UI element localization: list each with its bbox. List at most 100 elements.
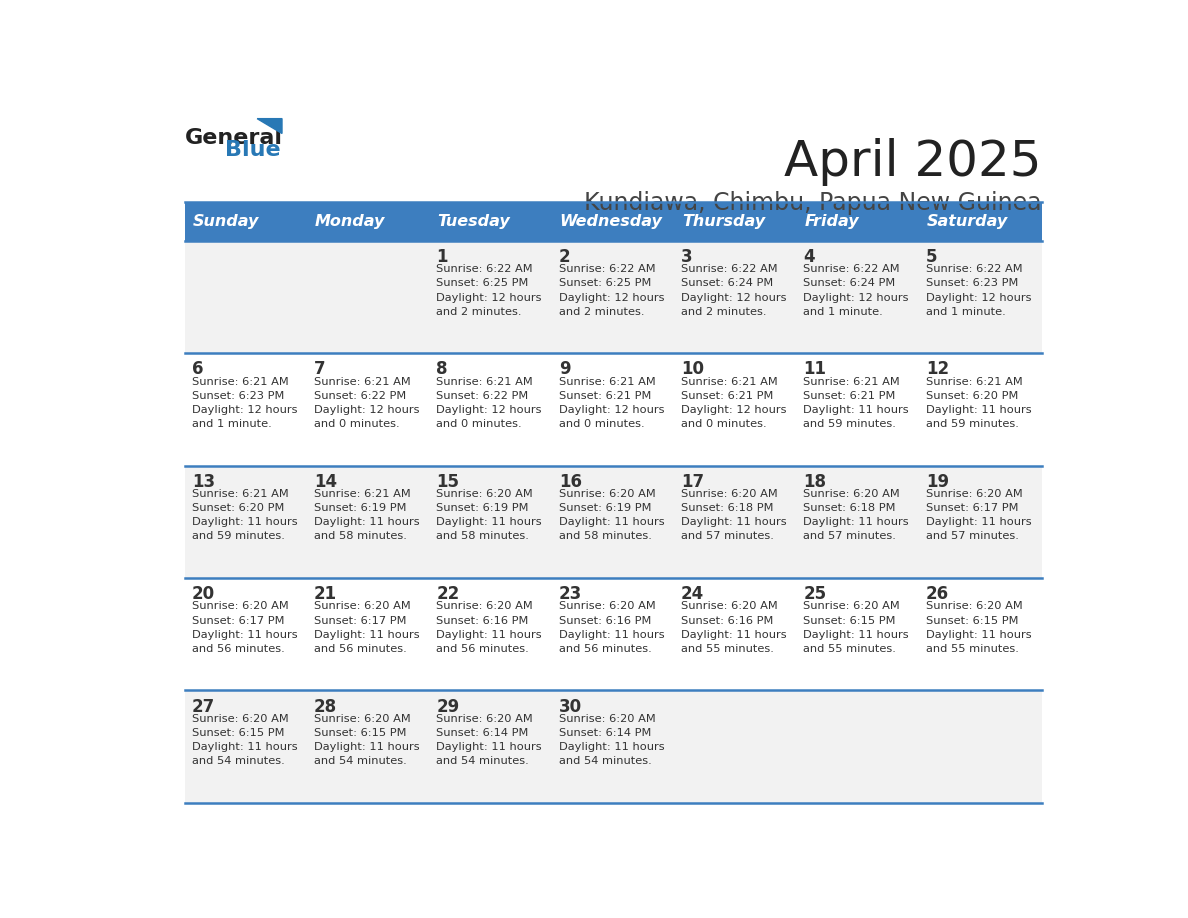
Text: 6: 6 [191,361,203,378]
Bar [185,241,1042,353]
Bar [185,578,1042,690]
Text: 27: 27 [191,698,215,715]
Text: Daylight: 12 hours: Daylight: 12 hours [925,293,1031,303]
Text: Sunset: 6:25 PM: Sunset: 6:25 PM [558,278,651,288]
Text: Sunset: 6:23 PM: Sunset: 6:23 PM [925,278,1018,288]
Bar [552,202,675,241]
Text: Sunset: 6:25 PM: Sunset: 6:25 PM [436,278,529,288]
Text: and 59 minutes.: and 59 minutes. [191,532,285,542]
Text: Daylight: 11 hours: Daylight: 11 hours [314,518,419,527]
Text: Daylight: 11 hours: Daylight: 11 hours [681,518,786,527]
Bar [675,202,797,241]
Text: Daylight: 11 hours: Daylight: 11 hours [436,742,542,752]
Text: and 59 minutes.: and 59 minutes. [925,419,1018,429]
Text: and 54 minutes.: and 54 minutes. [314,756,406,767]
Text: 23: 23 [558,585,582,603]
Text: Sunset: 6:16 PM: Sunset: 6:16 PM [436,616,529,625]
Text: 19: 19 [925,473,949,491]
Text: Sunrise: 6:20 AM: Sunrise: 6:20 AM [558,714,656,723]
Bar [308,202,430,241]
Text: Sunset: 6:16 PM: Sunset: 6:16 PM [681,616,773,625]
Text: Daylight: 12 hours: Daylight: 12 hours [436,405,542,415]
Text: and 1 minute.: and 1 minute. [191,419,272,429]
Text: 28: 28 [314,698,337,715]
Text: Sunrise: 6:21 AM: Sunrise: 6:21 AM [191,489,289,499]
Text: Tuesday: Tuesday [437,214,510,229]
Text: Daylight: 11 hours: Daylight: 11 hours [558,518,664,527]
Text: and 55 minutes.: and 55 minutes. [681,644,773,654]
Bar [185,202,308,241]
Text: 10: 10 [681,361,704,378]
Bar [797,202,920,241]
Text: Sunrise: 6:21 AM: Sunrise: 6:21 AM [925,376,1023,386]
Text: Daylight: 11 hours: Daylight: 11 hours [191,518,297,527]
Text: Sunset: 6:15 PM: Sunset: 6:15 PM [803,616,896,625]
Text: and 54 minutes.: and 54 minutes. [558,756,651,767]
Text: Sunset: 6:16 PM: Sunset: 6:16 PM [558,616,651,625]
Text: Daylight: 12 hours: Daylight: 12 hours [314,405,419,415]
Text: Sunset: 6:21 PM: Sunset: 6:21 PM [681,391,773,401]
Text: Sunrise: 6:20 AM: Sunrise: 6:20 AM [314,601,411,611]
Text: and 0 minutes.: and 0 minutes. [681,419,766,429]
Bar [185,465,1042,578]
Text: and 58 minutes.: and 58 minutes. [436,532,530,542]
Text: Sunrise: 6:20 AM: Sunrise: 6:20 AM [191,714,289,723]
Text: Daylight: 11 hours: Daylight: 11 hours [681,630,786,640]
Text: and 55 minutes.: and 55 minutes. [925,644,1018,654]
Text: Sunrise: 6:21 AM: Sunrise: 6:21 AM [436,376,533,386]
Text: and 56 minutes.: and 56 minutes. [436,644,529,654]
Text: 30: 30 [558,698,582,715]
Text: 3: 3 [681,248,693,266]
Text: 12: 12 [925,361,949,378]
Text: Daylight: 11 hours: Daylight: 11 hours [803,518,909,527]
Text: Daylight: 12 hours: Daylight: 12 hours [558,405,664,415]
Text: Sunrise: 6:20 AM: Sunrise: 6:20 AM [436,601,533,611]
Text: 4: 4 [803,248,815,266]
Text: Sunset: 6:23 PM: Sunset: 6:23 PM [191,391,284,401]
Text: Thursday: Thursday [682,214,765,229]
Polygon shape [257,118,282,133]
Text: 13: 13 [191,473,215,491]
Text: Daylight: 11 hours: Daylight: 11 hours [925,518,1031,527]
Text: and 1 minute.: and 1 minute. [803,307,883,317]
Text: Sunrise: 6:20 AM: Sunrise: 6:20 AM [925,489,1023,499]
Text: Sunset: 6:19 PM: Sunset: 6:19 PM [558,503,651,513]
Text: and 2 minutes.: and 2 minutes. [558,307,644,317]
Text: General: General [185,128,283,148]
Text: Sunrise: 6:22 AM: Sunrise: 6:22 AM [681,264,778,274]
Text: 25: 25 [803,585,827,603]
Text: 24: 24 [681,585,704,603]
Text: Kundiawa, Chimbu, Papua New Guinea: Kundiawa, Chimbu, Papua New Guinea [584,192,1042,216]
Text: and 58 minutes.: and 58 minutes. [558,532,651,542]
Text: and 56 minutes.: and 56 minutes. [558,644,651,654]
Text: Daylight: 11 hours: Daylight: 11 hours [191,630,297,640]
Text: Sunset: 6:20 PM: Sunset: 6:20 PM [925,391,1018,401]
Text: Sunset: 6:22 PM: Sunset: 6:22 PM [436,391,529,401]
Text: 21: 21 [314,585,337,603]
Text: Sunset: 6:22 PM: Sunset: 6:22 PM [314,391,406,401]
Text: Sunrise: 6:20 AM: Sunrise: 6:20 AM [803,601,901,611]
Text: Daylight: 12 hours: Daylight: 12 hours [803,293,909,303]
Text: Sunset: 6:15 PM: Sunset: 6:15 PM [191,728,284,738]
Text: 22: 22 [436,585,460,603]
Text: and 58 minutes.: and 58 minutes. [314,532,407,542]
Text: Daylight: 11 hours: Daylight: 11 hours [314,742,419,752]
Text: Friday: Friday [804,214,859,229]
Text: Sunset: 6:24 PM: Sunset: 6:24 PM [681,278,773,288]
Text: Daylight: 12 hours: Daylight: 12 hours [191,405,297,415]
Text: Sunset: 6:18 PM: Sunset: 6:18 PM [681,503,773,513]
Text: Sunrise: 6:22 AM: Sunrise: 6:22 AM [925,264,1023,274]
Text: Daylight: 11 hours: Daylight: 11 hours [191,742,297,752]
Text: 16: 16 [558,473,582,491]
Text: 7: 7 [314,361,326,378]
Text: Daylight: 12 hours: Daylight: 12 hours [558,293,664,303]
Text: and 57 minutes.: and 57 minutes. [681,532,773,542]
Text: and 54 minutes.: and 54 minutes. [436,756,529,767]
Text: Daylight: 12 hours: Daylight: 12 hours [681,293,786,303]
Text: Sunrise: 6:20 AM: Sunrise: 6:20 AM [191,601,289,611]
Text: Sunset: 6:15 PM: Sunset: 6:15 PM [314,728,406,738]
Text: Sunset: 6:24 PM: Sunset: 6:24 PM [803,278,896,288]
Text: Sunset: 6:21 PM: Sunset: 6:21 PM [558,391,651,401]
Text: 8: 8 [436,361,448,378]
Text: Sunrise: 6:21 AM: Sunrise: 6:21 AM [803,376,901,386]
